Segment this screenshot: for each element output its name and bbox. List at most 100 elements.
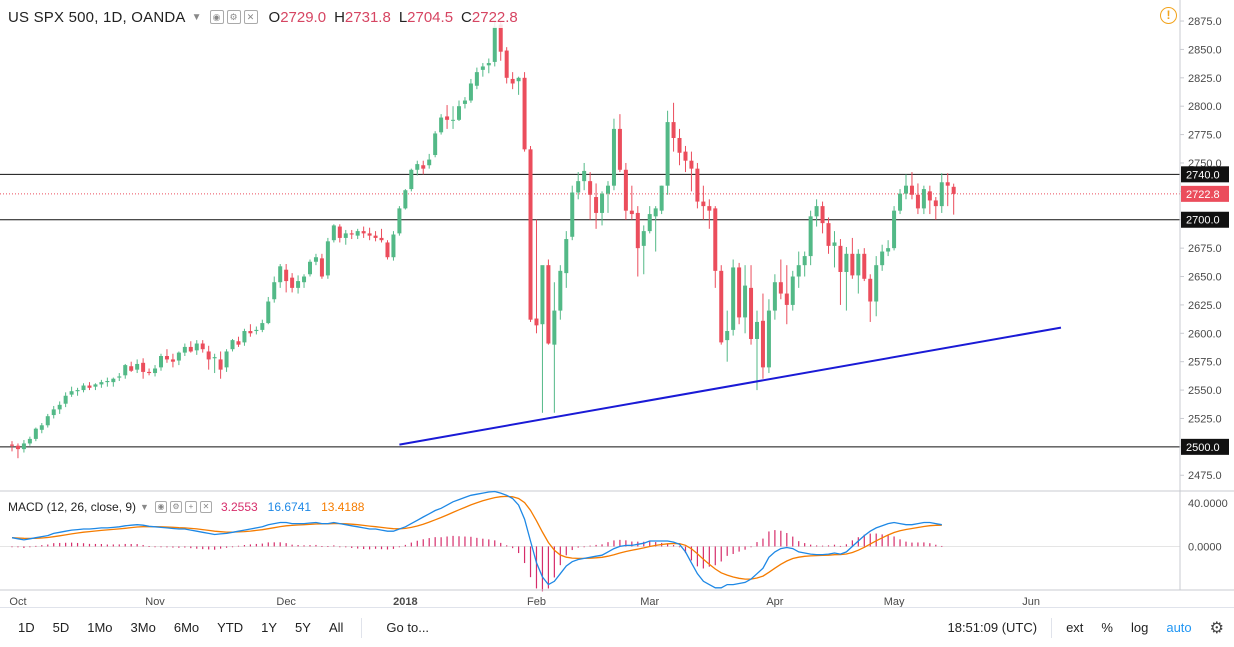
macd-histogram-bar	[702, 546, 704, 569]
candle	[260, 319, 265, 333]
candle	[623, 162, 628, 220]
low-value: 2704.5	[407, 8, 454, 26]
macd-histogram-bar	[589, 545, 591, 547]
candle-body	[385, 242, 390, 258]
price-chart[interactable]: 2875.02850.02825.02800.02775.02750.02725…	[0, 0, 1234, 607]
time-tick-label: Nov	[145, 596, 165, 607]
candle-body	[939, 182, 944, 207]
candle-body	[93, 384, 98, 387]
candle-body	[248, 331, 253, 334]
timeframe-1y-button[interactable]: 1Y	[261, 620, 278, 635]
macd-histogram-bar	[583, 546, 585, 548]
candle-body	[337, 226, 342, 238]
macd-tick-label: 0.0000	[1188, 541, 1222, 553]
candle-body	[677, 137, 682, 153]
timeframe-6mo-button[interactable]: 6Mo	[173, 620, 200, 635]
macd-histogram-bar	[136, 544, 138, 547]
candle-body	[99, 382, 104, 385]
candle	[153, 365, 158, 377]
symbol-title[interactable]: US SPX 500, 1D, OANDA	[8, 8, 186, 26]
go-to-button[interactable]: Go to...	[386, 620, 430, 635]
macd-histogram-bar	[279, 542, 281, 547]
timeframe-5d-button[interactable]: 5D	[52, 620, 70, 635]
timeframe-1d-button[interactable]: 1D	[18, 620, 35, 635]
candle	[51, 405, 56, 419]
macd-histogram-bar	[792, 536, 794, 547]
candle-body	[564, 239, 569, 274]
macd-eye-icon[interactable]: ◉	[154, 501, 167, 513]
candle	[337, 224, 342, 243]
candle	[290, 273, 295, 293]
candle	[856, 249, 861, 294]
candle-body	[743, 285, 748, 318]
candle-body	[474, 72, 479, 86]
candle-body	[623, 169, 628, 211]
candle	[57, 401, 62, 414]
candle-body	[15, 445, 20, 450]
symbol-dropdown-icon[interactable]: ▼	[191, 11, 202, 23]
candle-body	[457, 106, 461, 120]
candle	[933, 197, 938, 220]
candle-body	[451, 119, 456, 121]
candle	[737, 262, 742, 325]
macd-histogram-bar	[649, 540, 651, 547]
macd-histogram-bar	[345, 546, 347, 548]
macd-dropdown-icon[interactable]: ▼	[140, 502, 149, 512]
macd-histogram-bar	[369, 546, 371, 550]
candle-body	[510, 78, 515, 84]
candle-body	[498, 24, 503, 52]
macd-settings-icon[interactable]: ⚙	[169, 501, 182, 513]
candle-body	[790, 276, 795, 305]
auto-toggle[interactable]: auto	[1166, 620, 1192, 635]
settings-icon[interactable]: ⚙	[226, 10, 241, 24]
utc-clock[interactable]: 18:51:09 (UTC)	[947, 620, 1038, 635]
candle	[588, 172, 593, 220]
macd-pane	[0, 490, 1180, 592]
candle	[63, 392, 68, 408]
candle	[254, 326, 259, 335]
percent-toggle[interactable]: %	[1101, 620, 1113, 635]
close-icon[interactable]: ✕	[243, 10, 258, 24]
macd-histogram-bar	[500, 542, 502, 547]
candle-body	[534, 318, 539, 326]
timeframe-3mo-button[interactable]: 3Mo	[130, 620, 156, 635]
macd-histogram-bar	[476, 537, 478, 547]
horizontal-line-label: 2500.0	[1186, 442, 1220, 454]
candle-body	[772, 282, 777, 311]
horizontal-line-label: 2700.0	[1186, 215, 1220, 227]
trendline	[399, 326, 1062, 446]
candle	[552, 282, 557, 413]
eye-icon[interactable]: ◉	[209, 10, 224, 24]
gear-icon[interactable]: ⚙	[1209, 619, 1224, 637]
candle-body	[284, 269, 289, 282]
macd-histogram-bar	[935, 544, 937, 547]
macd-histogram-value: 3.2553	[220, 500, 258, 514]
candle-body	[862, 253, 867, 279]
price-axis[interactable]: 2875.02850.02825.02800.02775.02750.02725…	[1179, 0, 1229, 590]
candle-body	[689, 160, 694, 169]
warning-icon[interactable]: !	[1160, 7, 1177, 24]
macd-title[interactable]: MACD (12, 26, close, 9)	[8, 500, 137, 514]
macd-close-icon[interactable]: ✕	[199, 501, 212, 513]
candle-body	[838, 245, 843, 272]
macd-add-icon[interactable]: +	[184, 501, 197, 513]
timeframe-1mo-button[interactable]: 1Mo	[87, 620, 113, 635]
timeframe-ytd-button[interactable]: YTD	[217, 620, 244, 635]
candle	[892, 206, 897, 251]
macd-histogram-bar	[309, 545, 311, 547]
macd-histogram-bar	[17, 546, 19, 548]
macd-histogram-bar	[631, 541, 633, 547]
candle	[415, 160, 420, 176]
macd-histogram-bar	[911, 542, 913, 547]
candle	[778, 259, 783, 300]
timeframe-all-button[interactable]: All	[328, 620, 344, 635]
candle-body	[915, 194, 920, 209]
time-axis[interactable]: Oct Nov Dec 2018 Feb Mar Apr May Jun	[0, 589, 1234, 607]
log-toggle[interactable]: log	[1130, 620, 1149, 635]
macd-histogram-bar	[214, 546, 216, 550]
candle-body	[379, 237, 384, 241]
ext-toggle[interactable]: ext	[1066, 620, 1084, 635]
timeframe-5y-button[interactable]: 5Y	[295, 620, 311, 635]
close-label: C	[461, 8, 472, 26]
candle	[159, 353, 163, 371]
